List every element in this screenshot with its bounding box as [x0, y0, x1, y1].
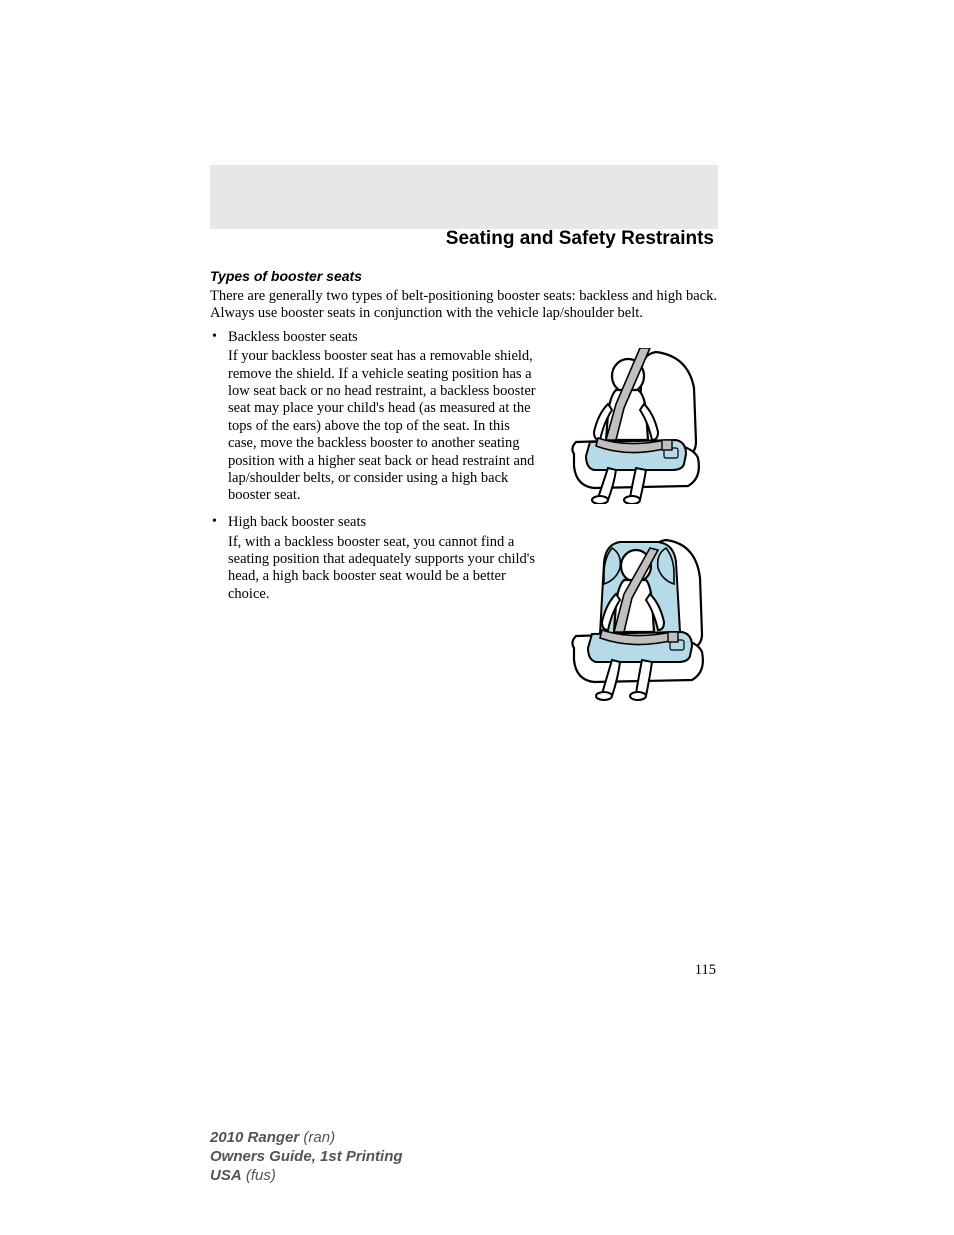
- item-body: If, with a backless booster seat, you ca…: [210, 534, 718, 704]
- highback-booster-illustration: [546, 534, 718, 702]
- page-number: 115: [695, 962, 716, 979]
- footer-model: 2010 Ranger: [210, 1129, 299, 1146]
- subheading: Types of booster seats: [210, 268, 718, 284]
- item-label: Backless booster seats: [228, 329, 358, 346]
- footer-region: USA: [210, 1167, 242, 1184]
- section-title: Seating and Safety Restraints: [210, 228, 718, 250]
- item-body-text: If your backless booster seat has a remo…: [228, 348, 536, 503]
- intro-paragraph: There are generally two types of belt-po…: [210, 288, 718, 323]
- backless-booster-illustration: [546, 348, 718, 504]
- item-label: High back booster seats: [228, 514, 366, 531]
- header-gray-band: [210, 165, 718, 229]
- bullet-icon: •: [210, 329, 228, 346]
- item-body: If your backless booster seat has a remo…: [210, 348, 718, 506]
- list-item: • Backless booster seats: [210, 329, 718, 506]
- page-content: Seating and Safety Restraints Types of b…: [210, 228, 718, 712]
- list-item: • High back booster seats: [210, 514, 718, 703]
- footer-model-code: (ran): [303, 1129, 335, 1146]
- item-body-text: If, with a backless booster seat, you ca…: [228, 534, 535, 602]
- footer: 2010 Ranger (ran) Owners Guide, 1st Prin…: [210, 1129, 403, 1185]
- footer-region-code: (fus): [246, 1167, 276, 1184]
- footer-guide: Owners Guide, 1st Printing: [210, 1148, 403, 1165]
- bullet-icon: •: [210, 514, 228, 531]
